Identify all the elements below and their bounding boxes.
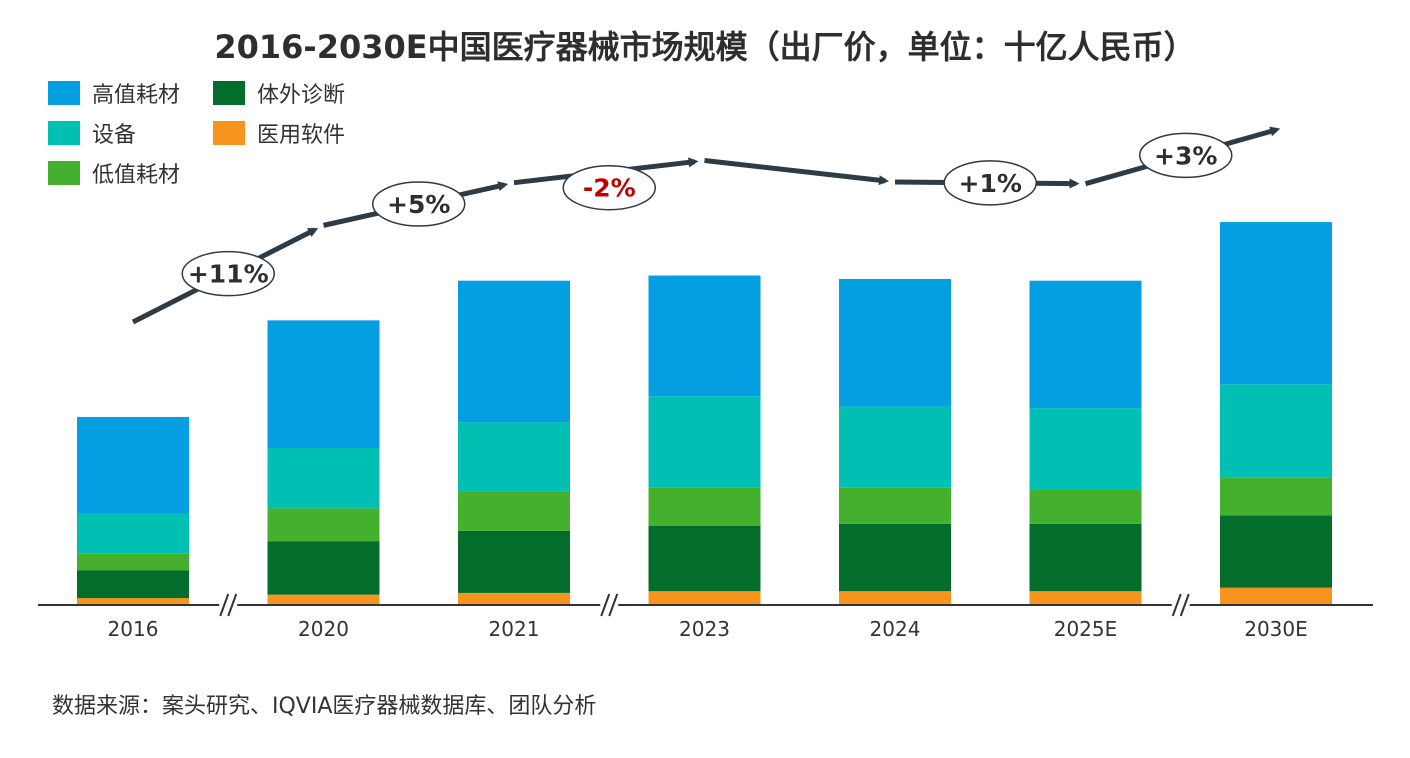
chart-title: 2016-2030E中国医疗器械市场规模（出厂价，单位：十亿人民币） — [214, 28, 1196, 66]
legend-swatch — [48, 121, 80, 145]
axis-break-gap — [219, 591, 238, 619]
bar-segment-0-5 — [1029, 591, 1142, 605]
bar-segment-3-3 — [648, 396, 761, 488]
bar-segment-3-5 — [1029, 408, 1142, 490]
legend-swatch — [48, 81, 80, 105]
bar-segment-1-4 — [839, 523, 951, 592]
bar-segment-0-1 — [267, 594, 380, 605]
legend-swatch — [48, 161, 80, 185]
bar-segment-4-6 — [1220, 222, 1332, 385]
axis-break-mark — [227, 593, 238, 617]
bar-segment-2-2 — [458, 491, 570, 531]
bar-segment-3-4 — [839, 406, 951, 488]
legend-item-medical-software: 医用软件 — [213, 118, 345, 148]
bar-segment-4-0 — [77, 416, 189, 514]
legend-label: 体外诊断 — [257, 83, 346, 108]
legend-item-high-value-consumables: 高值耗材 — [48, 78, 180, 108]
growth-label-text: +11% — [188, 260, 269, 289]
bar-segment-1-2 — [458, 530, 570, 593]
bar-segment-2-5 — [1029, 489, 1142, 524]
bar-segment-0-3 — [648, 591, 761, 605]
growth-label-ellipse — [372, 181, 466, 227]
bar-segment-4-1 — [267, 320, 380, 449]
legend-item-low-value-consumables: 低值耗材 — [48, 158, 180, 188]
axis-break-mark — [219, 593, 230, 617]
growth-label-text: +1% — [959, 169, 1022, 198]
x-tick-label: 2023 — [679, 617, 730, 641]
growth-label-ellipse — [1139, 132, 1233, 179]
growth-label-ellipse — [181, 250, 275, 297]
bar-segment-1-1 — [267, 541, 380, 595]
bar-segment-4-2 — [458, 280, 570, 423]
bar-segment-2-3 — [648, 487, 761, 526]
bar-segment-3-2 — [458, 422, 570, 492]
legend-label: 高值耗材 — [92, 83, 181, 108]
axis-break-gap — [600, 591, 619, 619]
bar-segment-0-2 — [458, 592, 570, 605]
growth-label-text: +5% — [387, 190, 450, 219]
bar-segment-1-5 — [1029, 523, 1142, 592]
x-tick-label: 2016 — [108, 617, 159, 641]
bar-segment-2-4 — [839, 487, 951, 524]
bar-segment-1-6 — [1220, 515, 1332, 588]
bar-segment-1-0 — [77, 570, 189, 599]
growth-label-text: +3% — [1154, 141, 1217, 170]
axis-break-gap — [1171, 591, 1190, 619]
legend-label: 低值耗材 — [92, 163, 181, 188]
x-tick-label: 2030E — [1244, 617, 1308, 641]
growth-label: -2% — [562, 164, 656, 211]
x-tick-label: 2024 — [870, 617, 921, 641]
growth-label: +11% — [181, 250, 275, 297]
bar-segment-0-0 — [77, 598, 189, 605]
x-tick-label: 2020 — [298, 617, 349, 641]
bar-segment-4-3 — [648, 275, 761, 397]
bar-segment-0-6 — [1220, 587, 1332, 605]
bar-segment-2-0 — [77, 553, 189, 571]
legend-item-equipment: 设备 — [48, 118, 136, 148]
bar-segment-3-0 — [77, 513, 189, 554]
legend-swatch — [213, 121, 245, 145]
growth-label: +1% — [943, 160, 1037, 206]
legend-item-ivd: 体外诊断 — [213, 78, 345, 108]
legend-swatch — [213, 81, 245, 105]
legend-label: 医用软件 — [257, 123, 346, 148]
axis-break-mark — [1171, 593, 1182, 617]
bar-segment-3-6 — [1220, 384, 1332, 478]
axis-break-mark — [608, 593, 619, 617]
bar-segment-2-1 — [267, 508, 380, 542]
bar-segment-1-3 — [648, 525, 761, 592]
growth-label-ellipse — [943, 160, 1037, 206]
axis-break-mark — [600, 593, 611, 617]
x-tick-label: 2025E — [1054, 617, 1118, 641]
growth-label: +5% — [372, 181, 466, 227]
trend-arrow-segment — [704, 158, 890, 186]
bar-segment-4-4 — [839, 278, 951, 407]
growth-label: +3% — [1139, 132, 1233, 179]
bar-segment-4-5 — [1029, 280, 1142, 409]
data-source-note: 数据来源：案头研究、IQVIA医疗器械数据库、团队分析 — [52, 694, 597, 719]
legend-label: 设备 — [92, 123, 137, 148]
bar-segment-3-1 — [267, 448, 380, 509]
bar-segment-2-6 — [1220, 477, 1332, 516]
bar-segment-0-4 — [839, 591, 951, 605]
axis-break-mark — [1179, 593, 1190, 617]
growth-label-text: -2% — [583, 174, 636, 203]
x-tick-label: 2021 — [489, 617, 540, 641]
growth-label-ellipse — [562, 164, 656, 211]
